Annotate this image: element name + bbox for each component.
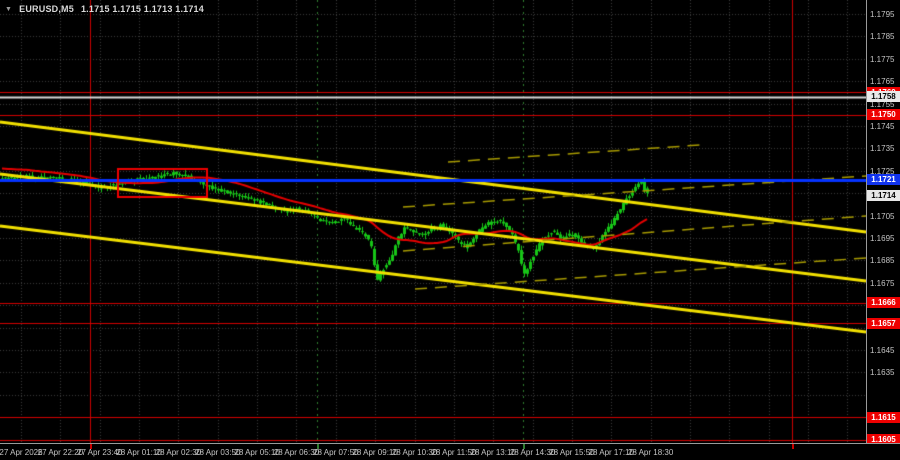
time-tick-label: 28 Apr 05:10	[234, 448, 280, 457]
price-tick-label: 1.1685	[870, 256, 895, 266]
price-tick-label: 1.1735	[870, 144, 895, 154]
separator-axis-mark	[317, 444, 319, 449]
time-tick-label: 28 Apr 09:10	[352, 448, 398, 457]
time-tick-label: 28 Apr 01:10	[116, 448, 162, 457]
price-tick-label: 1.1765	[870, 77, 895, 87]
time-tick-label: 28 Apr 07:50	[313, 448, 359, 457]
price-tick-label: 1.1675	[870, 278, 895, 288]
price-tick-label: 1.1705	[870, 211, 895, 221]
time-tick-label: 27 Apr 22:20	[37, 448, 84, 457]
symbol-dropdown-icon[interactable]: ▼	[5, 5, 13, 13]
symbol-period-label: EURUSD,M5	[19, 4, 74, 14]
price-tick-label: 1.1725	[870, 166, 895, 176]
time-tick-label: 28 Apr 17:10	[588, 448, 634, 457]
time-tick-label: 28 Apr 15:50	[549, 448, 595, 457]
price-chart-canvas[interactable]	[0, 0, 866, 443]
price-axis: 1.1795 1.1785 1.1775 1.1765 1.1755 1.1745 1.17…	[866, 0, 900, 446]
vline-axis-mark	[792, 444, 794, 449]
time-tick-label: 28 Apr 18:30	[627, 448, 674, 457]
time-tick-label: 28 Apr 03:50	[195, 448, 241, 457]
price-level-badge: 1.1657	[867, 317, 900, 329]
time-tick-label: 28 Apr 02:30	[155, 448, 202, 457]
time-tick-label: 27 Apr 2026	[0, 448, 43, 457]
price-level-badge: 1.1750	[867, 109, 900, 121]
price-tick-label: 1.1695	[870, 234, 895, 243]
vline-axis-mark	[90, 444, 92, 449]
time-tick-label: 28 Apr 14:30	[509, 448, 556, 457]
price-tick-label: 1.1795	[870, 10, 895, 19]
chart-plot-area: ▼ EURUSD,M5 1.1715 1.1715 1.1713 1.1714	[0, 0, 866, 443]
separator-axis-mark	[523, 444, 525, 449]
time-axis: 27 Apr 2026 27 Apr 22:20 27 Apr 23:40 28 Ap…	[0, 443, 900, 460]
price-tick-label: 1.1785	[870, 32, 895, 42]
price-tick-label: 1.1745	[870, 122, 895, 131]
ohlc-values: 1.1715 1.1715 1.1713 1.1714	[80, 4, 204, 14]
price-tick-label: 1.1645	[870, 346, 895, 355]
price-level-badge: 1.1714	[867, 189, 900, 201]
chart-title: ▼ EURUSD,M5 1.1715 1.1715 1.1713 1.1714	[5, 4, 204, 14]
price-tick-label: 1.1635	[870, 368, 895, 378]
price-tick-label: 1.1755	[870, 99, 895, 109]
time-tick-label: 27 Apr 23:40	[77, 448, 123, 457]
price-tick-label: 1.1775	[870, 54, 895, 64]
time-tick-label: 28 Apr 06:30	[273, 448, 320, 457]
price-level-badge: 1.1615	[867, 411, 900, 423]
price-level-badge: 1.1758	[867, 91, 900, 103]
price-level-badge: 1.1666	[867, 297, 900, 309]
time-tick-label: 28 Apr 13:10	[470, 448, 516, 457]
time-tick-label: 28 Apr 11:50	[431, 448, 477, 457]
price-level-badge: 1.1721	[867, 174, 900, 186]
time-tick-label: 28 Apr 10:30	[391, 448, 438, 457]
price-level-badge: 1.1605	[867, 434, 900, 446]
